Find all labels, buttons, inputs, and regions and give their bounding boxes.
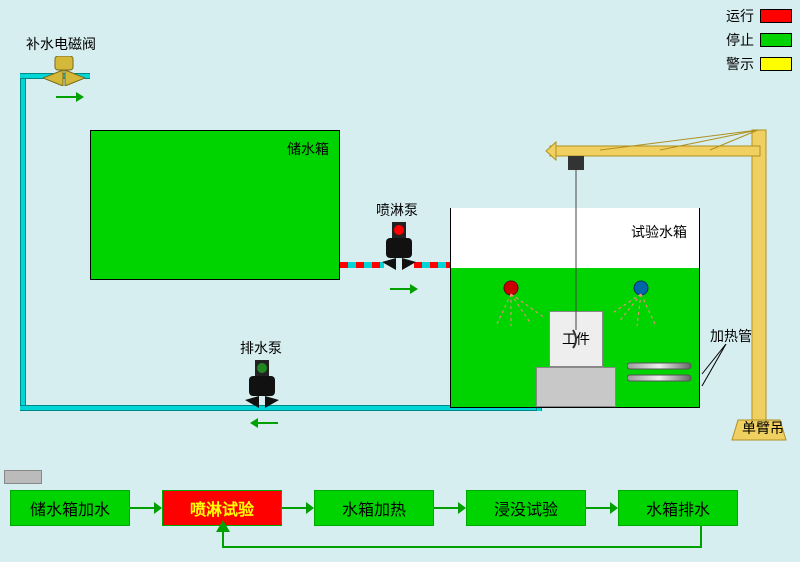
step-2-label: 喷淋试验: [190, 496, 254, 520]
spray-pump-icon: [382, 222, 416, 277]
pipe-spray-h2: [414, 262, 450, 268]
step-3-label: 水箱加热: [342, 496, 406, 520]
legend-stop: 停止: [726, 30, 792, 50]
legend-warn: 警示: [726, 54, 792, 74]
step-arrow-4: [586, 500, 618, 516]
legend-stop-box: [760, 33, 792, 47]
step-1[interactable]: 储水箱加水: [10, 490, 130, 526]
step-arrow-2: [282, 500, 314, 516]
storage-tank: 储水箱: [90, 130, 340, 280]
step-4-label: 浸没试验: [494, 496, 558, 520]
legend-stop-label: 停止: [726, 30, 754, 50]
feedback-line-h: [222, 546, 702, 548]
step-1-label: 储水箱加水: [30, 496, 110, 520]
step-4[interactable]: 浸没试验: [466, 490, 586, 526]
legend-run: 运行: [726, 6, 792, 26]
feedback-line-down1: [700, 526, 702, 546]
drain-pump-icon: [245, 360, 279, 415]
step-5[interactable]: 水箱排水: [618, 490, 738, 526]
legend-run-label: 运行: [726, 6, 754, 26]
step-arrow-1: [130, 500, 162, 516]
pipe-spray-h1: [340, 262, 384, 268]
pipe-inlet-vert: [20, 73, 26, 408]
spray-pump-label: 喷淋泵: [376, 200, 418, 220]
step-5-label: 水箱排水: [646, 496, 710, 520]
legend-run-box: [760, 9, 792, 23]
flow-arrow-inlet: [56, 90, 84, 104]
crane-label: 单臂吊: [742, 418, 784, 438]
storage-tank-label: 储水箱: [287, 139, 329, 159]
legend: 运行 停止 警示: [726, 6, 792, 74]
feedback-arrow-icon: [216, 520, 230, 532]
crane-icon: [540, 120, 790, 450]
corner-tab: [4, 470, 42, 484]
step-arrow-3: [434, 500, 466, 516]
drain-pump-label: 排水泵: [240, 338, 282, 358]
solenoid-valve-label: 补水电磁阀: [26, 34, 96, 54]
legend-warn-label: 警示: [726, 54, 754, 74]
process-flow: 储水箱加水 喷淋试验 水箱加热 浸没试验 水箱排水: [10, 490, 790, 526]
flow-arrow-drain: [250, 416, 278, 430]
flow-arrow-spray: [390, 282, 418, 296]
solenoid-valve-icon: [43, 56, 85, 91]
legend-warn-box: [760, 57, 792, 71]
step-3[interactable]: 水箱加热: [314, 490, 434, 526]
